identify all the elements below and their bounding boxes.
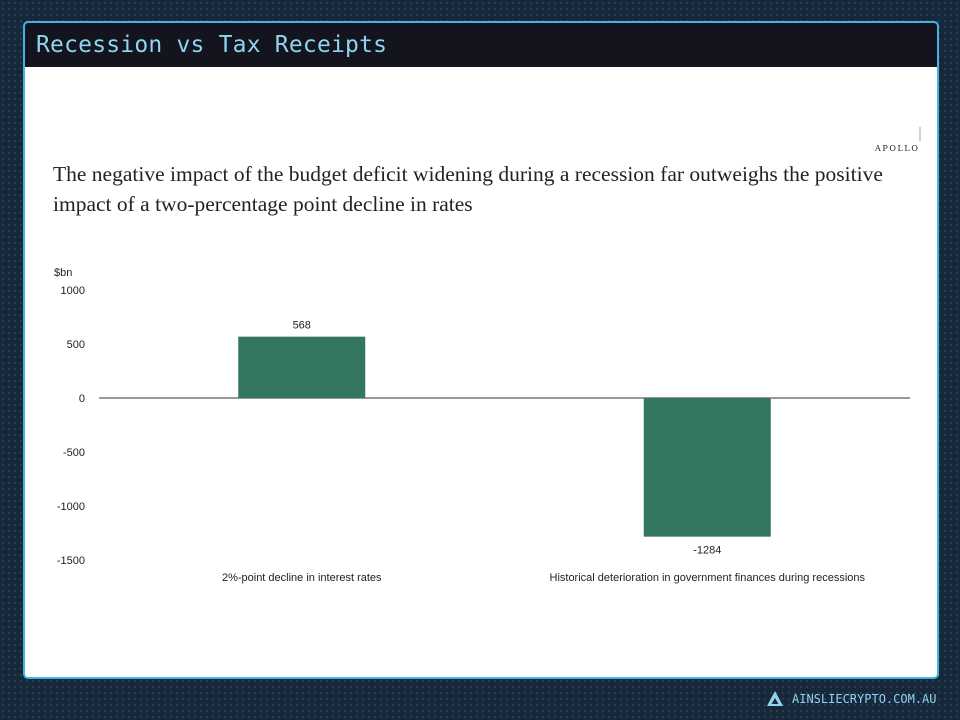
chart-headline: The negative impact of the budget defici… (53, 162, 883, 216)
x-category-label-2: Historical deterioration in government f… (550, 572, 866, 584)
apollo-logo: APOLLO (875, 144, 920, 153)
title-bar: Recession vs Tax Receipts (25, 23, 937, 67)
slide-title: Recession vs Tax Receipts (36, 32, 388, 58)
y-tick-label: 1000 (61, 285, 85, 297)
data-label-2: -1284 (693, 545, 721, 557)
y-tick-label: -1500 (57, 555, 85, 567)
y-tick-label: -1000 (57, 501, 85, 513)
x-category-label-1: 2%-point decline in interest rates (222, 572, 382, 584)
ainslie-triangle-icon (767, 691, 783, 706)
y-tick-label: -500 (63, 447, 85, 459)
y-tick-label: 0 (79, 393, 85, 405)
slide-frame: Recession vs Tax Receipts APOLLO The neg… (23, 21, 939, 679)
bar-2 (643, 398, 771, 537)
footer-url[interactable]: AINSLIECRYPTO.COM.AU (792, 692, 937, 706)
logo-divider (919, 127, 921, 141)
footer: AINSLIECRYPTO.COM.AU (766, 689, 937, 709)
bar-1 (238, 336, 366, 398)
y-axis-label: $bn (54, 267, 72, 279)
y-tick-label: 500 (67, 339, 85, 351)
bar-chart: $bn 1000 500 0 -500 -1000 -1500 568 2%-point dec… (54, 267, 910, 584)
data-label-1: 568 (293, 320, 311, 332)
